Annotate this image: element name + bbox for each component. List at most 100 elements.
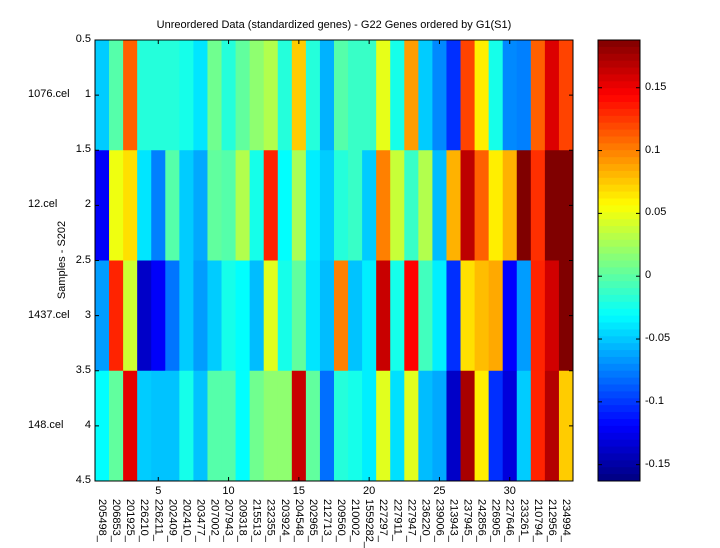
colorbar-segment xyxy=(598,322,640,330)
heatmap-cell xyxy=(193,40,208,151)
gene-label: 201925_ xyxy=(124,499,137,542)
colorbar-segment xyxy=(598,274,640,282)
heatmap-cell xyxy=(530,150,546,261)
colorbar-segment xyxy=(598,246,640,255)
heatmap-cell xyxy=(376,260,391,372)
row-label: 148.cel xyxy=(28,418,64,431)
colorbar-segment xyxy=(598,232,640,241)
colorbar-segment xyxy=(598,294,640,303)
colorbar-segment xyxy=(598,67,640,75)
heatmap-cell xyxy=(502,370,518,482)
heatmap-cell xyxy=(432,260,447,372)
heatmap-cell xyxy=(516,260,532,372)
heatmap-cell xyxy=(544,40,560,151)
heatmap-cell xyxy=(376,40,391,151)
heatmap-cell xyxy=(305,150,321,261)
colorbar-segment xyxy=(598,108,640,117)
heatmap-cell xyxy=(207,150,223,261)
heatmap-cell xyxy=(263,150,279,261)
gene-label: 209318_ xyxy=(236,499,249,542)
colorbar-segment xyxy=(598,40,640,48)
heatmap-cell xyxy=(109,260,124,372)
colorbar-segment xyxy=(598,418,640,427)
colorbar-segment xyxy=(598,446,640,454)
colorbar-segment xyxy=(598,398,640,406)
colorbar-segment xyxy=(598,425,640,434)
colorbar-tick-label: 0.15 xyxy=(645,80,667,93)
heatmap-cell xyxy=(193,370,208,482)
chart-title: Unreordered Data (standardized genes) - … xyxy=(156,19,512,31)
heatmap-cell xyxy=(446,370,462,482)
heatmap-cell xyxy=(530,40,546,151)
heatmap-cell xyxy=(221,150,237,261)
heatmap-cell xyxy=(137,260,152,372)
gene-label: 242856_ xyxy=(475,499,488,542)
colorbar-segment xyxy=(598,474,640,482)
heatmap-cell xyxy=(319,260,335,372)
heatmap-cell xyxy=(404,260,419,372)
heatmap-cell xyxy=(488,40,504,151)
heatmap-cell xyxy=(334,150,349,261)
row-label: 1076.cel xyxy=(28,88,70,101)
heatmap-cell xyxy=(544,150,560,261)
heatmap-cell xyxy=(137,150,152,261)
heatmap-cell xyxy=(418,370,433,482)
heatmap-cell xyxy=(418,150,433,261)
y-tick-label: 2.5 xyxy=(75,253,91,266)
heatmap-cell xyxy=(446,150,462,261)
heatmap-cell xyxy=(362,260,377,372)
colorbar-segment xyxy=(598,239,640,248)
colorbar-segment xyxy=(598,81,640,89)
heatmap-cell xyxy=(488,260,504,372)
heatmap-cell xyxy=(151,150,166,261)
colorbar-segment xyxy=(598,74,640,82)
heatmap-cell xyxy=(432,370,447,482)
heatmap-cell xyxy=(291,370,307,482)
colorbar-segment xyxy=(598,350,640,358)
y-tick-label: 0.5 xyxy=(75,33,91,45)
heatmap-cell xyxy=(544,260,560,372)
heatmap-cell xyxy=(502,40,518,151)
colorbar-segment xyxy=(598,143,640,151)
heatmap-cell xyxy=(516,40,532,151)
colorbar-segment xyxy=(598,453,640,461)
colorbar-tick-label: -0.15 xyxy=(645,457,671,470)
heatmap-cell xyxy=(235,260,251,372)
heatmap-cell xyxy=(446,40,462,151)
heatmap-cell xyxy=(558,370,574,482)
colorbar-segment xyxy=(598,102,640,110)
colorbar-segment xyxy=(598,315,640,324)
heatmap-cell xyxy=(376,150,391,261)
colorbar-segment xyxy=(598,129,640,137)
gene-label: 210002_ xyxy=(349,499,362,542)
y-tick-label: 2 xyxy=(84,198,91,211)
heatmap-cell xyxy=(362,40,377,151)
heatmap-cell xyxy=(348,150,363,261)
heatmap-cell xyxy=(390,260,405,372)
heatmap-cell xyxy=(123,260,138,372)
heatmap-cell xyxy=(263,40,279,151)
heatmap-cell xyxy=(109,150,124,261)
colorbar-segment xyxy=(598,122,640,131)
heatmap-cell xyxy=(291,40,307,151)
heatmap-cell xyxy=(151,40,166,151)
gene-label: 215513_ xyxy=(250,499,263,542)
heatmap-cell xyxy=(207,40,223,151)
heatmap-cell xyxy=(95,150,110,261)
colorbar-tick-label: 0.1 xyxy=(645,143,661,156)
heatmap-cell xyxy=(334,370,349,482)
gene-label: 213943_ xyxy=(447,499,460,542)
heatmap-cell xyxy=(404,40,419,151)
colorbar-segment xyxy=(598,363,640,372)
gene-label: 232355_ xyxy=(264,499,277,542)
heatmap-cell xyxy=(95,370,110,482)
heatmap-cell xyxy=(418,40,433,151)
colorbar-segment xyxy=(598,281,640,289)
heatmap-cell xyxy=(207,370,223,482)
colorbar-frame xyxy=(597,39,641,482)
gene-label: 239006_ xyxy=(433,499,446,542)
heatmap-cell xyxy=(362,370,377,482)
colorbar-segment xyxy=(598,412,640,420)
heatmap-cell xyxy=(319,150,335,261)
